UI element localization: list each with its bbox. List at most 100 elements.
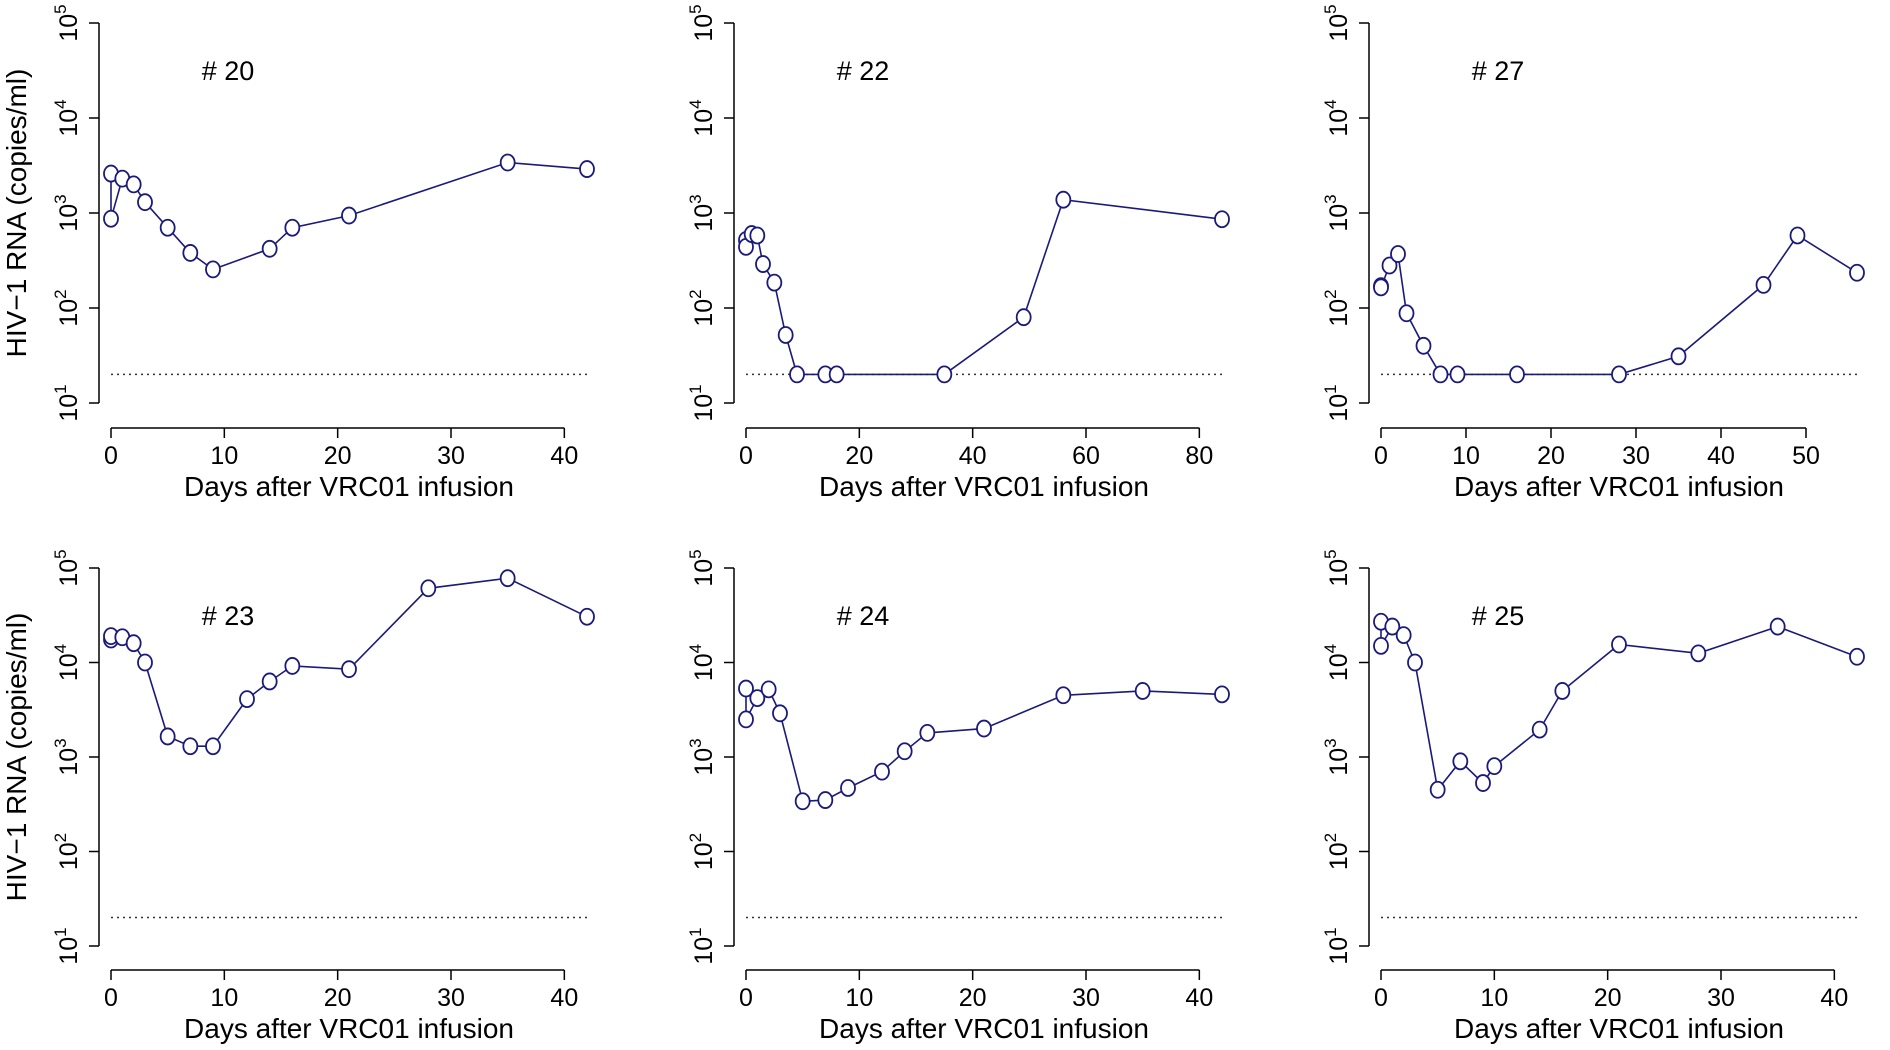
data-point	[1509, 365, 1525, 384]
data-point	[1373, 636, 1389, 655]
data-point	[936, 365, 953, 384]
data-point	[777, 326, 794, 344]
y-tick-label: 102	[686, 833, 718, 870]
data-point	[1452, 752, 1469, 771]
data-point	[284, 218, 301, 237]
data-point	[1055, 190, 1072, 209]
data-point	[1214, 685, 1230, 704]
x-axis-title: Days after VRC01 infusion	[184, 471, 514, 502]
x-tick-label: 10	[210, 442, 238, 470]
y-tick-label: 104	[686, 99, 718, 136]
data-point	[840, 779, 856, 797]
panel-2: 101 102 103 104 105 0 20 40 60 80 Days after VRC01…	[686, 4, 1230, 502]
x-axis-title: Days after VRC01 infusion	[1454, 471, 1784, 502]
data-point	[749, 689, 766, 708]
data-point	[1670, 347, 1687, 366]
x-axis-title: Days after VRC01 infusion	[819, 471, 1149, 502]
data-point	[1449, 365, 1466, 384]
data-point	[137, 193, 153, 212]
y-tick-label: 104	[51, 644, 83, 681]
panel-title: # 20	[202, 56, 255, 86]
x-tick-label: 80	[1185, 442, 1213, 470]
y-tick-label: 105	[686, 4, 718, 41]
data-point	[919, 723, 936, 742]
series-line	[745, 198, 1223, 376]
x-tick-label: 0	[739, 442, 753, 470]
data-point	[738, 710, 754, 729]
x-axis-title: Days after VRC01 infusion	[1454, 1013, 1784, 1044]
data-point	[1475, 774, 1491, 792]
data-point	[1398, 304, 1415, 323]
x-tick-label: 0	[1374, 442, 1388, 470]
panel-6: 101 102 103 104 105 0 10 20 30 40 Days after VRC01…	[1321, 549, 1865, 1044]
y-tick-label: 104	[1321, 644, 1353, 681]
panel-3: 101 102 103 104 105 0 10 20 30 40 50 Days after VRC…	[1321, 4, 1865, 502]
y-tick-label: 104	[1321, 99, 1353, 136]
x-tick-label: 50	[1792, 442, 1820, 470]
data-point	[1390, 245, 1406, 263]
x-tick-label: 20	[1594, 984, 1622, 1012]
data-point	[239, 690, 255, 708]
x-tick-label: 30	[1622, 442, 1650, 470]
panel-title: # 27	[1472, 56, 1525, 86]
data-point	[738, 679, 754, 698]
data-point	[159, 218, 176, 237]
data-point	[205, 260, 221, 279]
panel-5: 101 102 103 104 105 0 10 20 30 40 Days after VRC01…	[686, 549, 1230, 1044]
y-tick-label: 105	[686, 549, 718, 586]
series-line	[745, 688, 1223, 803]
data-point	[1395, 626, 1412, 644]
y-tick-label: 101	[686, 927, 718, 964]
x-tick-label: 30	[1072, 984, 1100, 1012]
x-tick-label: 0	[104, 442, 118, 470]
panel-1: 101 102 103 104 105 0 10 20 30 40 Days after VRC01…	[1, 4, 595, 502]
y-tick-label: 104	[686, 644, 718, 681]
x-tick-label: 40	[550, 984, 578, 1012]
x-tick-label: 20	[845, 442, 873, 470]
data-point	[1849, 647, 1865, 666]
x-tick-label: 0	[104, 984, 118, 1012]
x-tick-label: 40	[959, 442, 987, 470]
y-tick-label: 103	[1321, 738, 1353, 775]
data-point	[772, 704, 788, 723]
data-point	[341, 206, 357, 225]
y-tick-label: 101	[51, 384, 83, 421]
y-tick-label: 101	[51, 927, 83, 964]
data-point	[749, 226, 766, 245]
y-tick-label: 105	[51, 4, 83, 41]
data-point	[137, 653, 153, 672]
y-tick-label: 101	[1321, 927, 1353, 964]
data-point	[817, 791, 834, 809]
y-tick-label: 102	[51, 833, 83, 870]
x-tick-label: 10	[1452, 442, 1480, 470]
data-point	[1432, 365, 1449, 384]
y-tick-label: 102	[1321, 289, 1353, 326]
x-tick-label: 40	[1820, 984, 1848, 1012]
y-tick-label: 102	[1321, 833, 1353, 870]
data-point	[1384, 617, 1401, 636]
x-axis-title: Days after VRC01 infusion	[184, 1013, 514, 1044]
data-point	[789, 365, 805, 384]
data-point	[794, 792, 811, 811]
y-tick-label: 103	[51, 194, 83, 231]
panel-title: # 25	[1472, 601, 1525, 631]
y-axis-title: HIV−1 RNA (copies/ml)	[1, 69, 32, 358]
y-tick-label: 105	[1321, 549, 1353, 586]
data-point	[1214, 210, 1230, 229]
data-point	[1849, 263, 1865, 282]
data-point	[1429, 780, 1446, 799]
data-point	[1611, 365, 1627, 384]
y-tick-label: 105	[51, 549, 83, 586]
data-point	[874, 762, 890, 781]
x-tick-label: 30	[1707, 984, 1735, 1012]
data-point	[976, 719, 992, 738]
data-point	[766, 273, 783, 292]
x-tick-label: 60	[1072, 442, 1100, 470]
data-point	[103, 209, 119, 228]
data-point	[284, 657, 301, 675]
data-point	[579, 607, 595, 626]
data-point	[1755, 276, 1772, 294]
data-point	[1055, 686, 1072, 705]
y-tick-label: 103	[686, 194, 718, 231]
y-axis-title: HIV−1 RNA (copies/ml)	[1, 613, 32, 902]
